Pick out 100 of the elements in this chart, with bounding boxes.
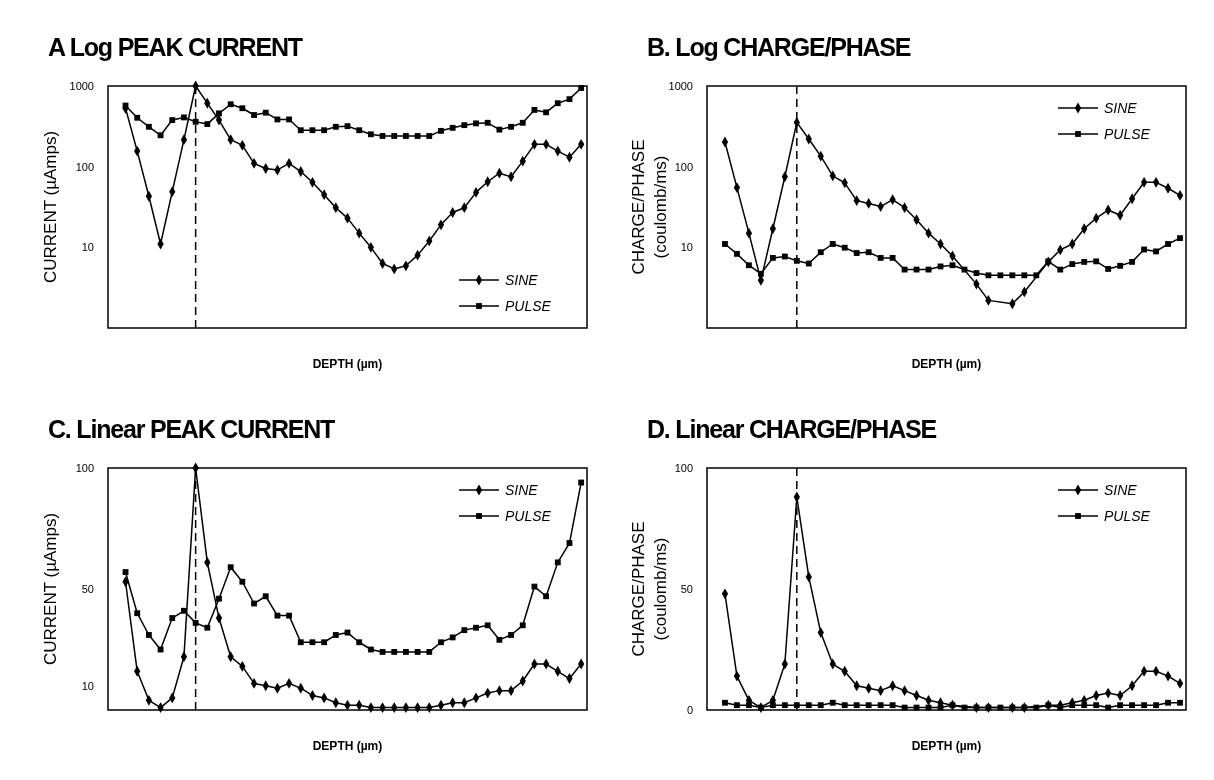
point	[403, 649, 409, 655]
point	[1177, 235, 1183, 242]
y-tick-label: 100	[674, 461, 693, 474]
x-axis-title: DEPTH (µm)	[312, 357, 383, 371]
point	[449, 124, 456, 131]
point	[1093, 702, 1100, 709]
point	[403, 133, 409, 139]
point	[216, 595, 222, 602]
legend-label: PULSE	[505, 507, 552, 524]
point	[356, 127, 363, 134]
point	[734, 702, 740, 709]
point	[997, 272, 1004, 279]
point	[216, 110, 222, 117]
point	[877, 702, 884, 709]
point	[239, 105, 246, 112]
point	[1069, 702, 1076, 709]
point	[181, 607, 187, 614]
point	[251, 112, 257, 118]
point	[769, 702, 776, 709]
point	[1045, 258, 1052, 265]
point	[853, 250, 860, 256]
point	[793, 702, 800, 709]
point	[519, 622, 526, 629]
point	[508, 123, 514, 130]
point	[519, 119, 526, 126]
point	[145, 632, 152, 638]
y-tick-label: 50	[680, 582, 693, 595]
point	[414, 133, 421, 139]
point	[1081, 258, 1088, 265]
x-axis-title: DEPTH (µm)	[911, 357, 982, 371]
point	[578, 85, 585, 91]
point	[1129, 702, 1136, 709]
point	[1176, 190, 1184, 201]
point	[1045, 702, 1052, 709]
point	[484, 119, 491, 126]
point	[496, 636, 503, 643]
point	[274, 612, 281, 619]
point	[461, 627, 468, 634]
point	[332, 123, 339, 130]
y-tick-label: 100	[674, 160, 693, 173]
point	[554, 559, 561, 566]
point	[1165, 241, 1171, 247]
chart-title: A Log PEAK CURRENT	[48, 33, 303, 61]
legend-label: PULSE	[1104, 125, 1151, 142]
point	[134, 610, 141, 617]
point	[438, 127, 444, 134]
point	[1093, 258, 1100, 265]
point	[181, 114, 187, 121]
point	[286, 612, 292, 619]
point	[332, 632, 339, 638]
point	[262, 593, 269, 600]
point	[793, 257, 800, 264]
point	[746, 262, 752, 269]
y-tick-label: 10	[81, 679, 94, 692]
point	[985, 272, 992, 279]
point	[722, 699, 728, 706]
point	[1117, 262, 1124, 269]
point	[1153, 702, 1159, 709]
legend-label: SINE	[1104, 99, 1138, 116]
y-axis-title: CHARGE/PHASE (coulomb/ms)	[629, 139, 670, 275]
point	[841, 702, 848, 709]
point	[829, 241, 836, 247]
point	[1069, 261, 1076, 267]
point	[484, 622, 491, 629]
point	[865, 249, 872, 256]
point	[391, 649, 398, 655]
point	[543, 593, 550, 600]
point	[391, 133, 398, 139]
legend-label: PULSE	[505, 297, 552, 314]
point	[877, 254, 884, 261]
y-tick-label: 1000	[668, 79, 693, 92]
chart-title: D. Linear CHARGE/PHASE	[647, 415, 937, 443]
point	[204, 624, 211, 631]
legend-label: SINE	[505, 481, 539, 498]
point	[262, 109, 269, 116]
y-axis-title: CHARGE/PHASE (coulomb/ms)	[629, 521, 670, 657]
point	[543, 109, 550, 116]
point	[145, 123, 152, 130]
point	[769, 254, 776, 261]
point	[865, 702, 872, 709]
point	[227, 564, 234, 571]
point	[781, 702, 788, 709]
point	[204, 121, 211, 128]
point	[734, 250, 740, 257]
point	[1129, 258, 1136, 265]
point	[227, 101, 234, 108]
point	[829, 699, 836, 706]
point	[297, 639, 304, 646]
point	[473, 120, 479, 127]
point	[1081, 702, 1088, 709]
chart-title: B. Log CHARGE/PHASE	[647, 33, 911, 61]
y-tick-label: 0	[686, 703, 693, 716]
point	[473, 624, 479, 631]
point	[554, 100, 561, 107]
point	[722, 241, 728, 247]
point	[426, 133, 433, 139]
chart-title: C. Linear PEAK CURRENT	[48, 415, 336, 443]
point	[1009, 272, 1016, 279]
legend-label: PULSE	[1104, 507, 1151, 524]
point	[817, 249, 824, 256]
